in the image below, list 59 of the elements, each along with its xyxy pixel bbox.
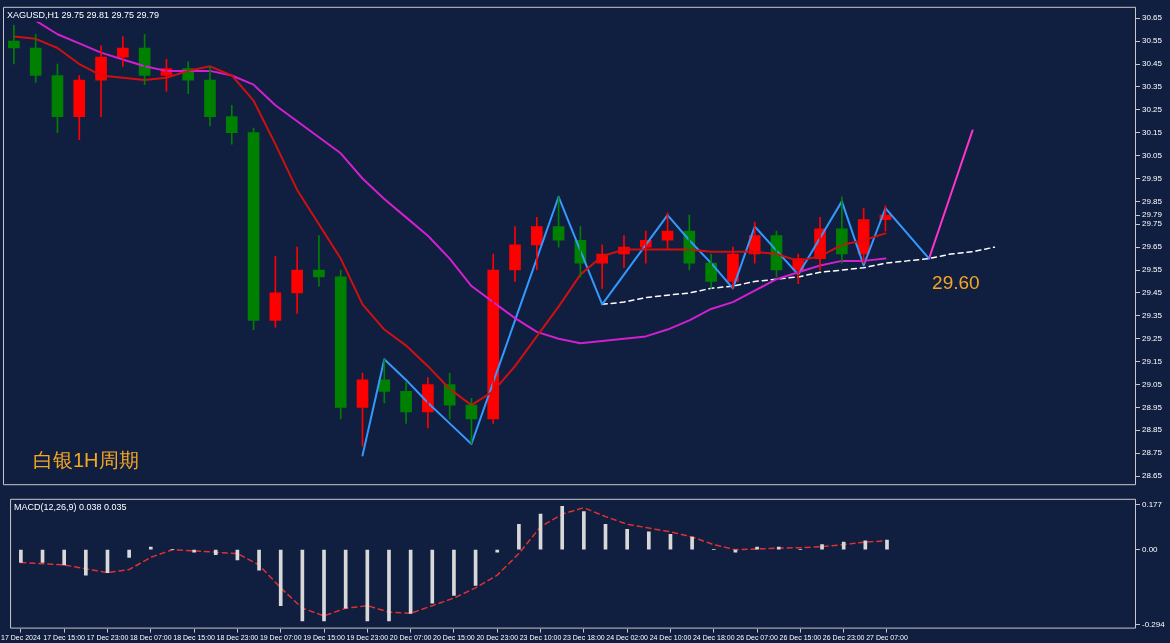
- bar: [213, 549, 218, 556]
- y-tick-label: 28.65: [1142, 471, 1163, 481]
- y-tick-label: 29.15: [1142, 356, 1163, 366]
- y-tick-label: 30.15: [1142, 127, 1163, 137]
- y-tick-label: 30.35: [1142, 82, 1163, 92]
- y-tick-label: 29.79: [1142, 210, 1163, 220]
- bar: [560, 506, 565, 550]
- bar: [582, 511, 586, 550]
- bar: [517, 523, 521, 550]
- bar: [841, 541, 846, 550]
- y-tick-label: 30.05: [1142, 150, 1163, 160]
- bar: [148, 546, 153, 550]
- bar: [820, 544, 824, 550]
- bar: [322, 549, 326, 622]
- bar: [625, 529, 629, 550]
- bar: [776, 546, 781, 550]
- y-tick-label: 28.95: [1142, 402, 1163, 412]
- bar: [452, 549, 456, 596]
- bar: [863, 540, 868, 550]
- y-tick-label: 0.177: [1142, 499, 1163, 509]
- line-series: [601, 246, 996, 306]
- y-tick-label: 28.75: [1142, 448, 1163, 458]
- annotation: 29.60: [932, 272, 980, 294]
- y-tick-label: 30.55: [1142, 36, 1163, 46]
- bar: [365, 549, 370, 622]
- bar: [690, 536, 694, 550]
- chart-subtitle: XAGUSD,H1 29.75 29.81 29.75 29.79: [7, 9, 160, 20]
- y-tick-label: 29.55: [1142, 265, 1163, 275]
- y-tick-label: 30.25: [1142, 105, 1163, 115]
- bar: [495, 549, 500, 553]
- bar: [257, 549, 261, 571]
- y-tick-label: 30.65: [1142, 13, 1163, 23]
- bar: [192, 549, 196, 553]
- y-tick-label: 29.95: [1142, 173, 1163, 183]
- bar: [885, 539, 889, 550]
- y-tick-label: 0.00: [1142, 544, 1159, 554]
- y-tick-label: 29.85: [1142, 196, 1163, 206]
- y-tick-label: 29.05: [1142, 379, 1163, 389]
- bar: [387, 549, 391, 622]
- bar: [19, 549, 23, 563]
- bar: [755, 546, 759, 550]
- bar: [430, 549, 435, 604]
- annotation: 白银1H周期: [33, 448, 139, 471]
- y-tick-label: 29.25: [1142, 333, 1163, 343]
- y-tick-label: 30.45: [1142, 59, 1163, 69]
- bar: [62, 549, 67, 566]
- y-tick-label: 29.35: [1142, 311, 1163, 321]
- y-tick-label: -0.294: [1142, 619, 1166, 629]
- y-tick-label: 28.85: [1142, 425, 1163, 435]
- y-tick-label: 29.45: [1142, 288, 1163, 298]
- chart-title: MACD(12,26,9) 0.038 0.035: [14, 501, 127, 512]
- bar: [343, 549, 348, 609]
- y-tick-label: 29.65: [1142, 242, 1163, 252]
- y-tick-label: 29.75: [1142, 219, 1163, 229]
- bar: [84, 549, 88, 576]
- bar: [127, 549, 131, 558]
- bar: [646, 531, 651, 550]
- bar: [278, 549, 283, 607]
- bar: [733, 549, 738, 553]
